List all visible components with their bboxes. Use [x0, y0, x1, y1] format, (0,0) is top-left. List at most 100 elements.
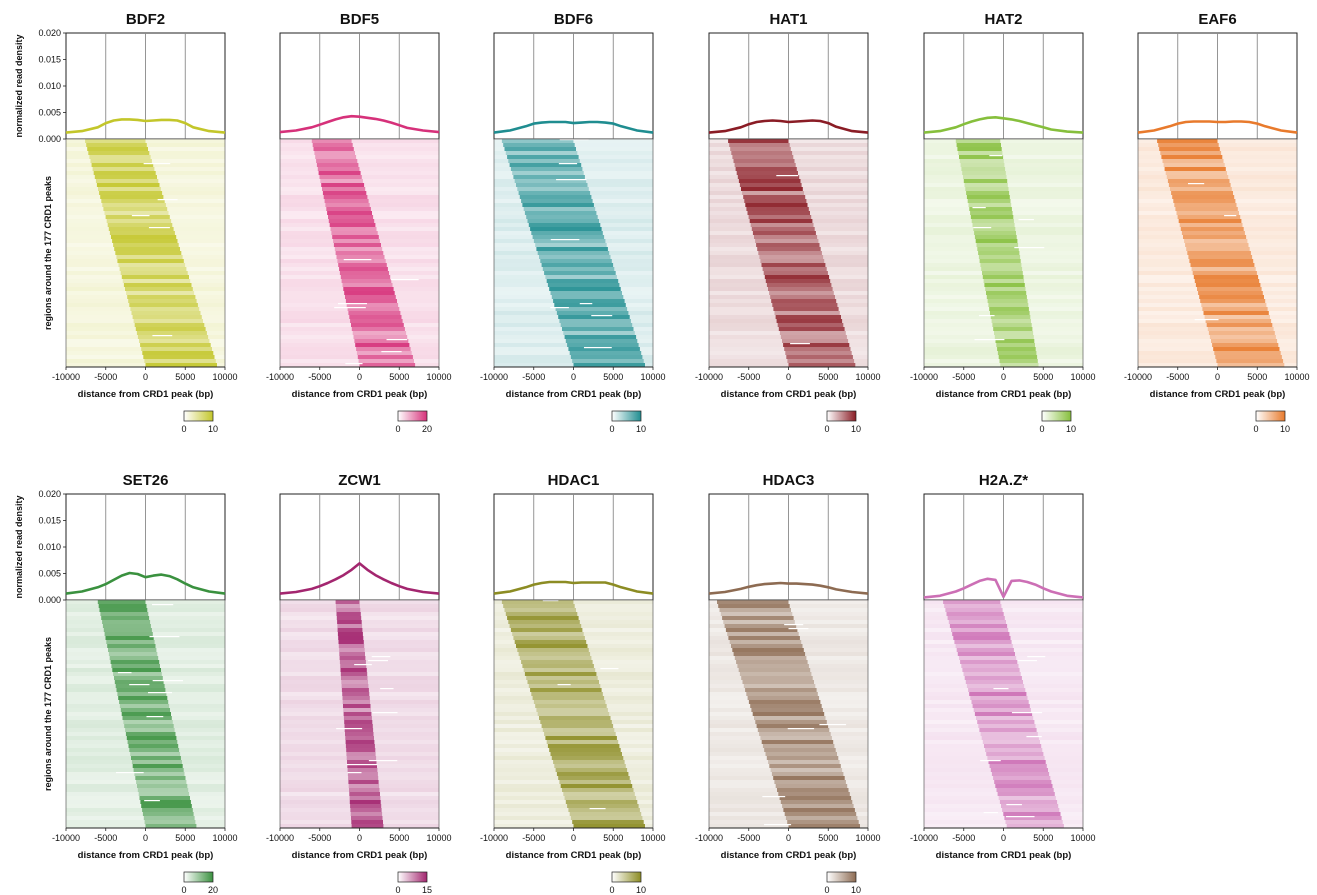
colorbar-max-label: 10: [636, 885, 646, 895]
heatmap-signal: [339, 271, 389, 276]
heatmap-gap: [148, 692, 173, 694]
heatmap-signal: [528, 223, 601, 228]
x-tick-label: -10000: [480, 833, 508, 843]
heatmap-gap: [131, 215, 150, 217]
heatmap-signal: [1160, 151, 1222, 156]
heatmap-signal: [1159, 147, 1220, 152]
heatmap-signal: [788, 824, 860, 829]
heatmap-signal: [124, 724, 174, 729]
colorbar-max-label: 15: [422, 885, 432, 895]
heatmap-signal: [1165, 171, 1227, 176]
heatmap-signal: [544, 271, 616, 276]
heatmap-signal: [144, 359, 216, 364]
colorbar-max-label: 20: [422, 424, 432, 434]
heatmap-signal: [526, 215, 598, 220]
heatmap-signal: [142, 808, 193, 813]
heatmap-signal: [130, 307, 200, 312]
heatmap-signal: [123, 720, 173, 725]
y-tick-label: 0.010: [38, 542, 61, 552]
heatmap-gap: [152, 335, 173, 337]
heatmap-signal: [993, 776, 1051, 781]
heatmap-signal: [140, 343, 211, 348]
heatmap-signal: [547, 283, 620, 288]
heatmap-signal: [352, 331, 407, 336]
heatmap-signal: [570, 816, 643, 821]
heatmap-row: [280, 139, 439, 144]
heatmap-signal: [995, 339, 1035, 344]
heatmap-signal: [756, 243, 820, 248]
heatmap-signal: [1183, 235, 1247, 240]
heatmap-signal: [743, 684, 816, 689]
x-axis-label: distance from CRD1 peak (bp): [78, 389, 214, 400]
heatmap-signal: [98, 187, 161, 192]
heatmap-signal: [343, 716, 372, 721]
heatmap-signal: [319, 175, 362, 180]
x-tick-label: 5000: [389, 372, 409, 382]
heatmap-signal: [961, 664, 1019, 669]
panel-eaf6: EAF6 -10000 -5000 0 5000 10000 distance from C…: [1124, 11, 1310, 434]
heatmap-signal: [731, 151, 793, 156]
heatmap-signal: [349, 800, 381, 805]
heatmap-gap: [973, 227, 992, 229]
x-tick-label: -5000: [952, 372, 975, 382]
heatmap-gap: [559, 139, 589, 141]
heatmap-signal: [1179, 223, 1243, 228]
heatmap-signal: [315, 155, 357, 160]
heatmap-signal: [742, 680, 814, 685]
heatmap-signal: [317, 167, 360, 172]
heatmap-gap: [372, 712, 398, 714]
heatmap-signal: [348, 311, 401, 316]
heatmap-signal: [122, 716, 172, 721]
heatmap-signal: [777, 788, 849, 793]
heatmap-signal: [532, 235, 605, 240]
heatmap-row: [924, 608, 1083, 613]
heatmap: [65, 138, 226, 368]
heatmap-signal: [324, 199, 369, 204]
heatmap-signal: [106, 640, 155, 645]
heatmap-signal: [519, 656, 592, 661]
heatmap-signal: [1172, 195, 1235, 200]
heatmap-signal: [126, 736, 177, 741]
heatmap-row: [924, 151, 1083, 156]
heatmap-signal: [947, 616, 1005, 621]
heatmap-row: [924, 600, 1083, 605]
heatmap-signal: [765, 752, 837, 757]
heatmap-signal: [568, 808, 640, 813]
heatmap-gap: [1018, 219, 1034, 221]
heatmap: [1137, 138, 1298, 368]
heatmap-signal: [987, 299, 1028, 304]
heatmap-signal: [783, 808, 855, 813]
heatmap-signal: [1195, 283, 1261, 288]
heatmap-signal: [943, 600, 1001, 605]
heatmap-signal: [347, 760, 377, 765]
heatmap-gap: [144, 800, 160, 802]
x-tick-label: 0: [357, 372, 362, 382]
heatmap-signal: [1208, 331, 1275, 336]
heatmap-signal: [503, 143, 575, 148]
heatmap-signal: [346, 752, 376, 757]
heatmap-signal: [754, 235, 818, 240]
heatmap-y-axis-label: regions around the 177 CRD1 peaks: [43, 176, 53, 330]
heatmap-signal: [135, 776, 186, 781]
panel-h2a-z-: H2A.Z* -10000 -5000 0 5000 10000 distance from…: [910, 472, 1096, 861]
heatmap-signal: [741, 676, 813, 681]
heatmap-gap: [542, 600, 559, 602]
heatmap-signal: [533, 700, 606, 705]
heatmap-signal: [979, 728, 1037, 733]
heatmap-signal: [1193, 275, 1259, 280]
heatmap-signal: [501, 600, 574, 605]
colorbar: [183, 410, 214, 422]
heatmap-signal: [354, 339, 409, 344]
profile-y-axis-label: normalized read density: [14, 34, 24, 137]
heatmap-signal: [108, 648, 157, 653]
heatmap-signal: [353, 335, 408, 340]
heatmap-signal: [960, 163, 1005, 168]
heatmap-signal: [342, 692, 370, 697]
heatmap-signal: [134, 323, 205, 328]
heatmap-signal: [522, 203, 594, 208]
heatmap-signal: [536, 708, 608, 713]
profile-line: [279, 114, 440, 134]
heatmap-signal: [998, 796, 1056, 801]
heatmap-signal: [508, 620, 580, 625]
heatmap-signal: [531, 692, 603, 697]
